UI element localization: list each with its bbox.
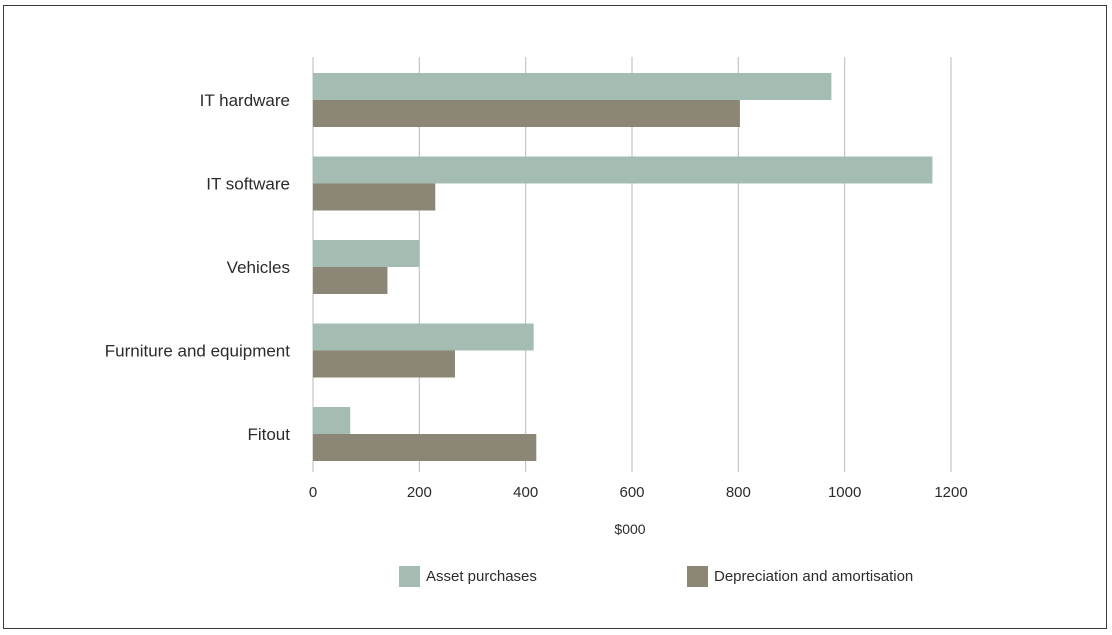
x-tick-label: 400 [513,484,538,501]
x-tick-label: 1000 [828,484,861,501]
bar-asset-purchases-4 [313,407,351,434]
bar-asset-purchases-1 [313,156,933,184]
legend-label: Depreciation and amortisation [714,568,913,585]
bar-depreciation-4 [313,434,537,461]
category-label: Furniture and equipment [105,342,291,361]
category-label: IT hardware [200,91,290,110]
bars [313,73,933,461]
legend-label: Asset purchases [426,568,537,585]
category-label: Fitout [247,425,290,444]
x-tick-label: 200 [407,484,432,501]
x-tick-labels: 0 200 400 600 800 1000 1200 [309,484,968,501]
x-axis-title: $000 [614,521,645,537]
bar-depreciation-1 [313,183,436,211]
bar-asset-purchases-2 [313,240,420,267]
bar-asset-purchases-3 [313,323,534,351]
x-tick-label: 600 [619,484,644,501]
bar-depreciation-3 [313,350,455,378]
legend: Asset purchases Depreciation and amortisa… [399,566,913,587]
category-label: IT software [206,175,290,194]
x-tick-label: 0 [309,484,317,501]
bar-asset-purchases-0 [313,73,832,100]
x-tick-label: 800 [726,484,751,501]
bar-depreciation-0 [313,100,740,127]
category-labels: IT hardware IT software Vehicles Furniture … [105,91,291,444]
category-label: Vehicles [227,258,290,277]
legend-swatch [687,566,708,587]
x-tick-label: 1200 [934,484,967,501]
bar-depreciation-2 [313,267,388,294]
legend-swatch [399,566,420,587]
